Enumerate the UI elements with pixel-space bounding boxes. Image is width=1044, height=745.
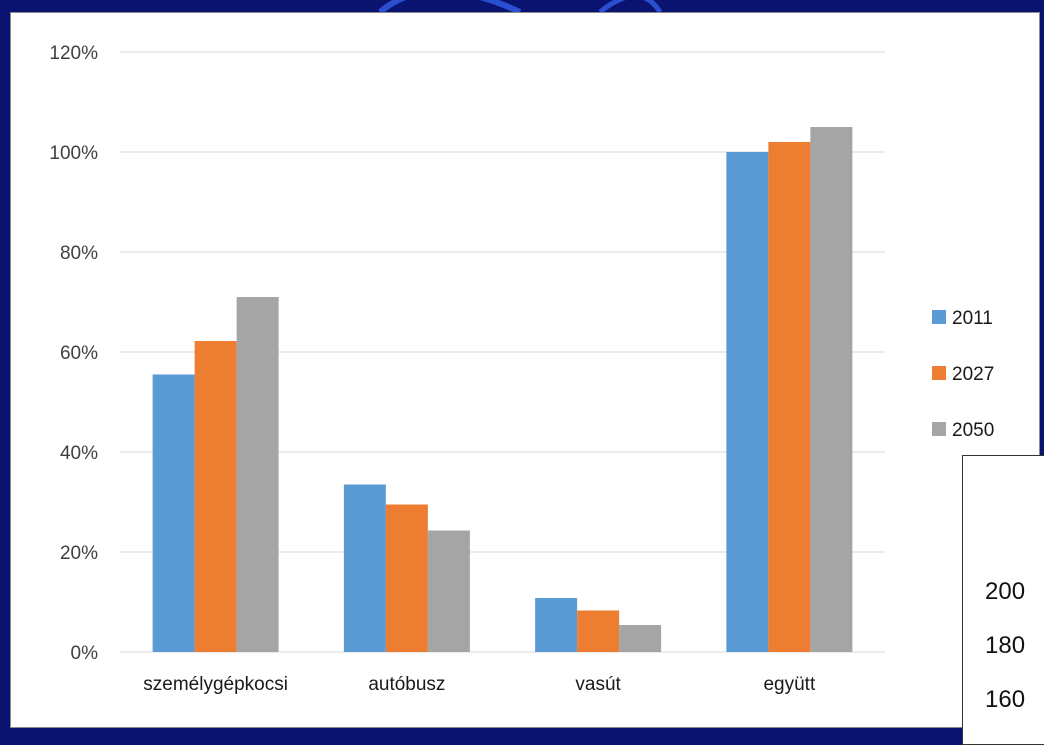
- legend-label: 2027: [952, 364, 994, 385]
- x-category-label: együtt: [763, 674, 815, 695]
- legend-swatch-2011: [932, 310, 946, 324]
- bar-2050: [619, 625, 662, 652]
- inset-chart-panel: 200 180 160: [962, 455, 1044, 745]
- legend-label: 2050: [952, 420, 994, 441]
- background-arc-left: [378, 0, 522, 15]
- bar-2050: [810, 127, 853, 652]
- legend-swatch-2027: [932, 366, 946, 380]
- background-arc-right: [598, 0, 663, 14]
- x-category-label: autóbusz: [368, 674, 445, 695]
- y-tick-label: 0%: [71, 643, 99, 664]
- bar-2027: [194, 341, 237, 652]
- legend-swatch-2050: [932, 422, 946, 436]
- inset-tick-label: 160: [985, 686, 1026, 713]
- bar-2011: [726, 152, 769, 652]
- y-tick-label: 80%: [60, 243, 98, 264]
- y-axis-tick-labels: 0% 20% 40% 60% 80% 100% 120%: [49, 43, 98, 664]
- y-tick-label: 120%: [49, 43, 98, 64]
- bar-2050: [427, 530, 470, 652]
- inset-tick-label: 200: [985, 578, 1026, 605]
- bar-2027: [577, 610, 620, 652]
- bar-2027: [768, 142, 811, 652]
- inset-tick-label: 180: [985, 632, 1026, 659]
- y-tick-label: 60%: [60, 343, 98, 364]
- y-tick-label: 40%: [60, 443, 98, 464]
- legend: 2011 2027 2050: [932, 308, 994, 441]
- bar-2050: [236, 297, 279, 652]
- x-category-label: személygépkocsi: [143, 674, 288, 695]
- bar-2011: [535, 598, 578, 652]
- bars: [152, 127, 853, 652]
- bar-chart: 0% 20% 40% 60% 80% 100% 120% személygépkocsi au…: [49, 43, 994, 695]
- bar-2027: [385, 504, 428, 652]
- legend-label: 2011: [952, 308, 993, 329]
- x-axis-category-labels: személygépkocsi autóbusz vasút együtt: [143, 674, 816, 695]
- y-tick-label: 100%: [49, 143, 98, 164]
- y-tick-label: 20%: [60, 543, 98, 564]
- background-decoration: [378, 0, 663, 15]
- bar-2011: [343, 484, 386, 652]
- x-category-label: vasút: [575, 674, 621, 695]
- bar-2011: [152, 374, 195, 652]
